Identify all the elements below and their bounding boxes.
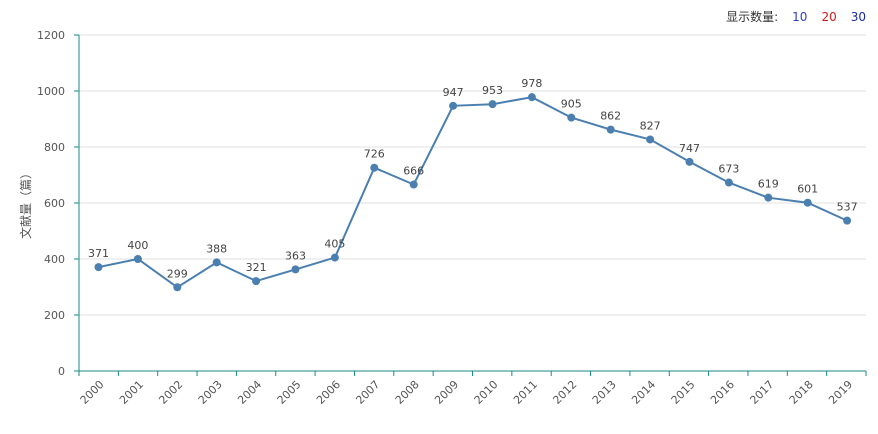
data-label: 827 xyxy=(640,119,661,132)
display-count-bar: 显示数量: 10 20 30 xyxy=(726,8,866,25)
x-tick-label: 2012 xyxy=(550,378,579,407)
data-label: 321 xyxy=(246,261,267,274)
x-tick-label: 2005 xyxy=(275,378,304,407)
data-point xyxy=(370,163,379,172)
data-point xyxy=(488,100,497,109)
count-option-20[interactable]: 20 xyxy=(821,9,837,24)
x-tick-label: 2007 xyxy=(353,378,382,407)
display-count-label: 显示数量: xyxy=(726,10,779,24)
x-tick-label: 2010 xyxy=(472,378,501,407)
x-tick-label: 2011 xyxy=(511,378,540,407)
data-point xyxy=(133,255,142,263)
x-tick-label: 2000 xyxy=(78,378,107,407)
data-label: 601 xyxy=(797,183,818,196)
x-tick-label: 2015 xyxy=(669,378,698,407)
x-tick-label: 2019 xyxy=(826,378,855,407)
data-point xyxy=(449,101,458,110)
data-label: 726 xyxy=(364,148,385,161)
data-point xyxy=(724,178,733,187)
count-option-10[interactable]: 10 xyxy=(792,9,808,24)
data-point xyxy=(803,198,812,207)
data-point xyxy=(330,253,339,262)
data-label: 673 xyxy=(718,163,739,176)
data-label: 371 xyxy=(88,247,109,260)
data-point xyxy=(646,135,655,144)
data-label: 363 xyxy=(285,249,306,262)
y-tick-label: 600 xyxy=(44,197,65,210)
data-point xyxy=(291,265,300,274)
x-tick-label: 2006 xyxy=(314,378,343,407)
data-label: 537 xyxy=(837,201,858,214)
series-line xyxy=(98,96,848,289)
data-point xyxy=(606,125,615,134)
x-tick-label: 2001 xyxy=(117,378,146,407)
grid-layer xyxy=(79,34,866,316)
data-point xyxy=(843,216,852,225)
y-tick-label: 200 xyxy=(44,309,65,322)
data-label: 947 xyxy=(443,86,464,99)
data-point xyxy=(567,113,576,122)
series-layer xyxy=(94,93,852,292)
count-option-30[interactable]: 30 xyxy=(850,9,866,24)
x-tick-label: 2014 xyxy=(629,378,658,407)
x-tick-label: 2016 xyxy=(708,378,737,407)
data-point xyxy=(409,180,418,189)
x-tick-label: 2002 xyxy=(156,378,185,407)
x-tick-label: 2018 xyxy=(787,378,816,407)
data-label: 388 xyxy=(206,242,227,255)
data-label: 905 xyxy=(561,98,582,111)
x-tick-label: 2013 xyxy=(590,378,619,407)
data-point xyxy=(212,258,221,267)
data-label: 953 xyxy=(482,84,503,97)
y-axis-title: 文献量（篇） xyxy=(18,167,33,239)
data-label: 747 xyxy=(679,142,700,155)
data-label: 405 xyxy=(324,238,345,251)
data-label: 978 xyxy=(521,77,542,90)
x-tick-label: 2009 xyxy=(432,378,461,407)
y-tick-label: 800 xyxy=(44,141,65,154)
x-tick-label: 2004 xyxy=(235,378,264,407)
data-label: 862 xyxy=(600,110,621,123)
data-label: 619 xyxy=(758,178,779,191)
data-point xyxy=(173,283,182,292)
data-label: 666 xyxy=(403,165,424,178)
data-label: 400 xyxy=(127,239,148,252)
data-point xyxy=(252,277,261,286)
x-tick-label: 2017 xyxy=(747,378,776,407)
y-tick-label: 0 xyxy=(58,365,65,378)
data-point xyxy=(764,193,773,202)
data-label: 299 xyxy=(167,267,188,280)
x-tick-label: 2008 xyxy=(393,378,422,407)
label-layer: 371 400 299 388 321 363 405 726 666 947 953 978 905 8… xyxy=(88,77,858,280)
y-tick-label: 1000 xyxy=(37,85,65,98)
y-tick-label: 1200 xyxy=(37,29,65,42)
data-point xyxy=(685,157,694,166)
data-point xyxy=(527,93,536,102)
x-tick-label: 2003 xyxy=(196,378,225,407)
y-tick-label: 400 xyxy=(44,253,65,266)
data-point xyxy=(94,263,103,272)
